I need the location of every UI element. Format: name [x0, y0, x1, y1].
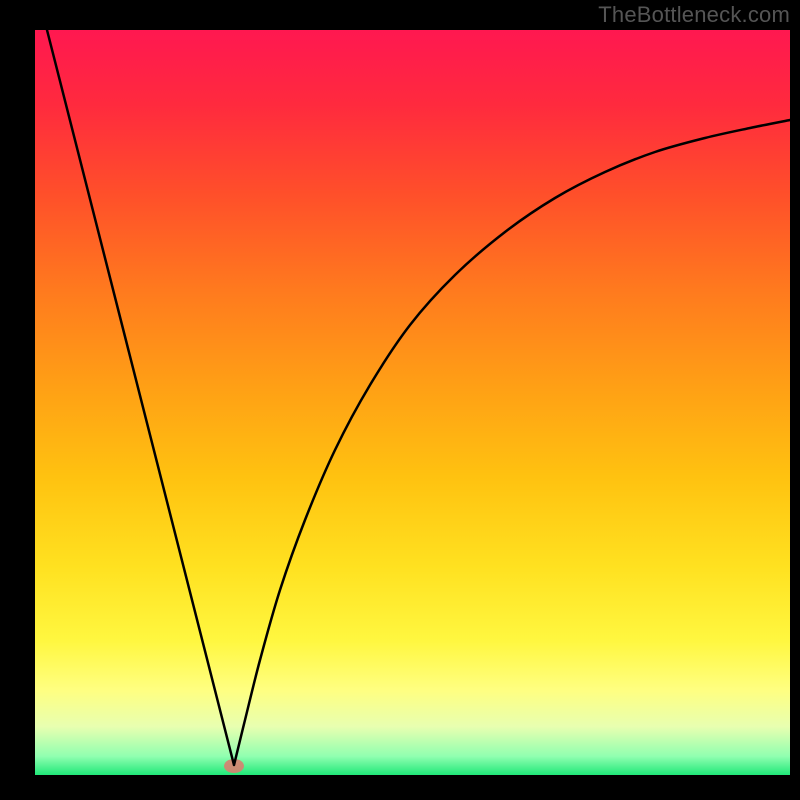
chart-frame: TheBottleneck.com: [0, 0, 800, 800]
watermark-text: TheBottleneck.com: [598, 2, 790, 28]
chart-svg: [0, 0, 800, 800]
plot-background: [35, 30, 790, 775]
